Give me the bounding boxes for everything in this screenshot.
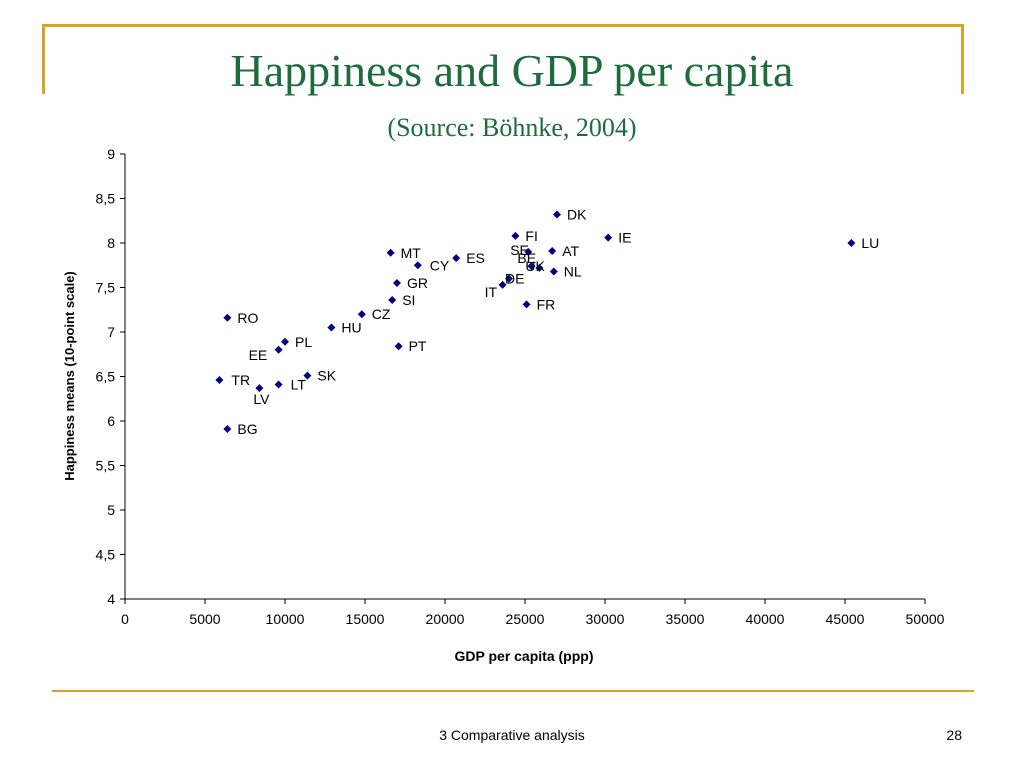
data-label-fr: FR — [537, 296, 556, 312]
data-label-lt: LT — [291, 377, 307, 393]
y-tick-label: 6,5 — [96, 369, 116, 385]
data-point-dk — [553, 210, 561, 219]
data-point-pl — [281, 337, 289, 346]
x-tick-label: 45000 — [826, 611, 865, 627]
data-label-hu: HU — [341, 320, 361, 336]
data-point-nl — [549, 267, 558, 276]
x-tick-label: 50000 — [906, 611, 945, 627]
scatter-chart: 0 5000 10000 15000 20000 25000 30000 35000 40000… — [62, 146, 945, 664]
data-point-fr — [522, 300, 531, 309]
data-label-lu: LU — [861, 235, 879, 251]
y-tick-label: 4,5 — [96, 547, 116, 563]
data-label-si: SI — [402, 292, 415, 308]
data-point-fi — [511, 231, 520, 240]
y-tick-label: 7 — [107, 324, 115, 340]
data-label-dk: DK — [567, 207, 587, 223]
data-point-lu — [847, 239, 856, 247]
chart-axes: 0 5000 10000 15000 20000 25000 30000 35000 40000… — [96, 146, 945, 627]
y-tick-label: 4 — [107, 591, 115, 607]
data-label-lv: LV — [253, 391, 270, 407]
data-label-es: ES — [466, 250, 485, 266]
top-border-line — [42, 24, 964, 27]
data-point-cz — [357, 310, 366, 319]
right-border-line — [961, 24, 964, 94]
x-tick-label: 10000 — [266, 611, 305, 627]
data-point-lv — [255, 384, 264, 393]
data-label-at: AT — [562, 243, 579, 259]
y-tick-label: 5,5 — [96, 458, 116, 474]
x-tick-label: 5000 — [189, 611, 220, 627]
data-point-se — [524, 247, 533, 256]
data-label-ro: RO — [237, 310, 258, 326]
data-label-cz: CZ — [372, 306, 391, 322]
data-point-de — [505, 274, 513, 283]
data-label-it: IT — [485, 284, 498, 300]
data-point-si — [388, 295, 397, 304]
data-point-uk — [535, 263, 544, 272]
data-label-ee: EE — [249, 347, 268, 363]
y-tick-label: 5 — [107, 502, 115, 518]
data-point-ee — [274, 345, 283, 354]
page-number: 28 — [946, 727, 962, 743]
x-tick-label: 25000 — [506, 611, 545, 627]
x-tick-label: 35000 — [666, 611, 705, 627]
data-point-es — [452, 254, 461, 263]
footer-divider — [52, 690, 974, 692]
data-point-pt — [394, 342, 403, 351]
data-label-cy: CY — [430, 257, 450, 273]
y-tick-label: 8,5 — [96, 191, 116, 207]
data-label-de: DE — [505, 271, 524, 287]
y-tick-label: 8 — [107, 235, 115, 251]
data-point-at — [548, 247, 557, 256]
data-point-ie — [604, 233, 613, 242]
data-label-nl: NL — [564, 263, 582, 279]
data-label-uk: UK — [525, 258, 545, 274]
data-label-tr: TR — [231, 372, 250, 388]
data-point-ro — [223, 313, 232, 322]
x-tick-label: 30000 — [586, 611, 625, 627]
data-point-gr — [393, 279, 401, 288]
data-label-sk: SK — [317, 368, 336, 384]
y-tick-label: 9 — [107, 146, 115, 162]
data-point-sk — [303, 371, 312, 380]
y-tick-label: 6 — [107, 413, 115, 429]
y-axis-label: Happiness means (10-point scale) — [62, 271, 77, 481]
data-label-pt: PT — [409, 338, 427, 354]
data-point-tr — [215, 376, 224, 385]
x-tick-label: 15000 — [346, 611, 385, 627]
data-label-se: SE — [510, 242, 529, 258]
x-tick-label: 40000 — [746, 611, 785, 627]
data-point-it — [498, 280, 507, 289]
data-point-hu — [327, 323, 336, 332]
data-point-lt — [274, 380, 283, 389]
data-label-gr: GR — [407, 275, 428, 291]
data-point-cy — [413, 261, 422, 270]
x-tick-label: 20000 — [426, 611, 465, 627]
slide-subtitle: (Source: Böhnke, 2004) — [387, 113, 637, 142]
slide-title: Happiness and GDP per capita — [230, 45, 794, 96]
y-tick-label: 7,5 — [96, 280, 116, 296]
data-label-pl: PL — [295, 334, 312, 350]
data-point-be — [527, 262, 536, 271]
data-label-ie: IE — [618, 230, 631, 246]
data-point-bg — [223, 425, 232, 434]
left-border-line — [42, 24, 45, 94]
data-label-fi: FI — [525, 228, 537, 244]
x-tick-label: 0 — [121, 611, 129, 627]
data-point-mt — [386, 248, 395, 257]
data-label-mt: MT — [401, 245, 422, 261]
data-label-be: BE — [517, 250, 536, 266]
footer-section-label: 3 Comparative analysis — [439, 727, 585, 743]
x-axis-label: GDP per capita (ppp) — [455, 648, 594, 664]
data-label-bg: BG — [237, 421, 257, 437]
